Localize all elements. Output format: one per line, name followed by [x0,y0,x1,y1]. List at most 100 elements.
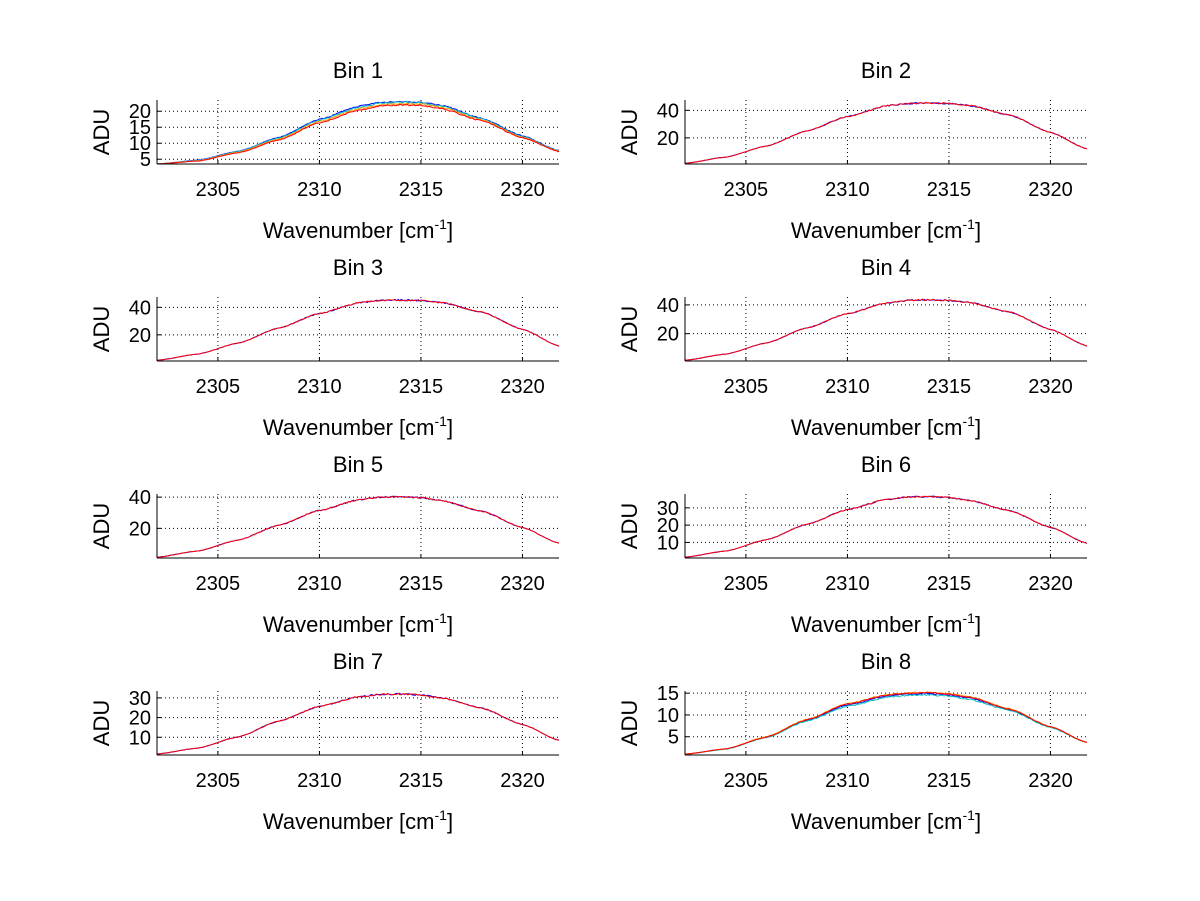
x-tick-label: 2310 [825,376,870,398]
series-line [156,692,560,755]
x-tick-label: 2315 [399,573,444,595]
y-axis-label: ADU [617,503,642,549]
x-tick-label: 2315 [927,376,972,398]
panel-title: Bin 2 [861,58,911,83]
x-axis-label: Wavenumber [cm-1] [263,807,453,834]
x-tick-label: 2320 [500,573,545,595]
y-tick-label: 15 [657,683,679,705]
panel-title: Bin 1 [333,58,383,83]
y-tick-label: 10 [129,727,151,749]
y-tick-label: 5 [668,727,679,749]
x-tick-label: 2305 [724,179,769,201]
series-line [684,102,1088,164]
x-tick-label: 2310 [825,573,870,595]
x-tick-label: 2305 [724,376,769,398]
series-line [684,692,1088,755]
x-tick-label: 2315 [399,179,444,201]
x-axis-label: Wavenumber [cm-1] [791,216,981,243]
y-tick-label: 40 [129,487,151,509]
y-axis-label: ADU [89,700,114,746]
x-tick-label: 2320 [1028,573,1073,595]
x-tick-label: 2310 [297,770,342,792]
panel-title: Bin 6 [861,452,911,477]
y-tick-label: 10 [657,705,679,727]
series-line [684,691,1088,755]
x-tick-label: 2305 [196,770,241,792]
x-tick-label: 2320 [1028,770,1073,792]
x-tick-label: 2310 [297,179,342,201]
y-tick-label: 10 [129,133,151,155]
series-line [156,495,560,558]
x-tick-label: 2320 [500,770,545,792]
x-axis-label: Wavenumber [cm-1] [791,610,981,637]
x-axis-label: Wavenumber [cm-1] [263,216,453,243]
series-line [684,101,1088,164]
y-tick-label: 30 [129,688,151,710]
series-line [684,495,1088,558]
y-tick-label: 30 [657,498,679,520]
series-line [156,495,560,558]
x-tick-label: 2315 [399,376,444,398]
x-tick-label: 2320 [500,179,545,201]
series-line [157,692,560,755]
y-tick-label: 15 [129,117,151,139]
x-tick-label: 2305 [724,573,769,595]
series-line [685,495,1088,558]
y-tick-label: 20 [657,128,679,150]
x-axis-label: Wavenumber [cm-1] [263,413,453,440]
panel-bin-5: Bin 5 2305 2310 2315 2320 20 40 Wavenumber [cm-… [89,452,560,637]
series-line [685,298,1088,361]
series-line [157,102,559,165]
y-tick-label: 5 [140,149,151,171]
series-line [684,693,1088,755]
series-line [157,299,560,361]
y-tick-label: 20 [657,515,679,537]
panel-title: Bin 3 [333,255,383,280]
x-tick-label: 2320 [1028,376,1073,398]
y-axis-label: ADU [89,306,114,352]
panel-title: Bin 8 [861,649,911,674]
y-tick-label: 20 [129,518,151,540]
x-tick-label: 2305 [196,376,241,398]
panel-bin-2: Bin 2 2305 2310 2315 2320 20 40 Wavenumber [cm-… [617,58,1088,243]
y-axis-label: ADU [617,109,642,155]
y-tick-label: 20 [657,324,679,346]
x-tick-label: 2320 [1028,179,1073,201]
y-axis-label: ADU [617,306,642,352]
x-tick-label: 2310 [825,770,870,792]
x-tick-label: 2315 [927,573,972,595]
x-tick-label: 2315 [927,770,972,792]
x-tick-label: 2310 [297,376,342,398]
series-line [156,103,560,165]
x-tick-label: 2320 [500,376,545,398]
y-tick-label: 40 [129,297,151,319]
panel-bin-4: Bin 4 2305 2310 2315 2320 20 40 Wavenumber [cm-… [617,255,1088,440]
series-line [156,298,560,361]
panel-title: Bin 5 [333,452,383,477]
series-line [684,298,1088,361]
x-tick-label: 2305 [724,770,769,792]
x-tick-label: 2310 [297,573,342,595]
x-tick-label: 2310 [825,179,870,201]
x-axis-label: Wavenumber [cm-1] [791,807,981,834]
x-tick-label: 2315 [927,179,972,201]
x-tick-label: 2305 [196,179,241,201]
y-axis-label: ADU [89,503,114,549]
x-axis-label: Wavenumber [cm-1] [791,413,981,440]
x-tick-label: 2305 [196,573,241,595]
y-tick-label: 20 [129,325,151,347]
y-tick-label: 20 [129,101,151,123]
y-axis-label: ADU [617,700,642,746]
y-tick-label: 20 [129,708,151,730]
panel-title: Bin 4 [861,255,911,280]
x-tick-label: 2315 [399,770,444,792]
x-axis-label: Wavenumber [cm-1] [263,610,453,637]
panel-title: Bin 7 [333,649,383,674]
y-tick-label: 40 [657,295,679,317]
y-tick-label: 40 [657,100,679,122]
